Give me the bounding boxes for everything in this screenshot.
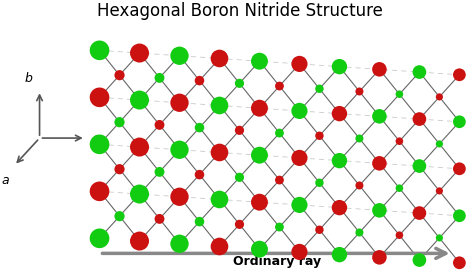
Point	[196, 173, 203, 177]
Text: c: c	[93, 132, 99, 145]
Point	[96, 189, 103, 194]
Point	[256, 153, 263, 157]
Point	[455, 213, 463, 218]
Point	[315, 180, 323, 185]
Point	[376, 161, 383, 165]
Point	[296, 109, 303, 113]
Point	[416, 164, 423, 168]
Point	[436, 236, 443, 240]
Point	[136, 98, 143, 102]
Point	[216, 244, 223, 249]
Point	[175, 54, 183, 58]
Point	[336, 64, 343, 69]
Point	[336, 111, 343, 116]
Point	[296, 250, 303, 254]
Point	[296, 156, 303, 160]
Point	[136, 145, 143, 149]
Point	[356, 230, 363, 235]
Point	[216, 56, 223, 61]
Point	[136, 51, 143, 55]
Point	[196, 125, 203, 130]
Point	[116, 167, 123, 171]
Point	[296, 62, 303, 66]
Point	[196, 219, 203, 224]
Point	[276, 131, 283, 135]
Point	[436, 189, 443, 193]
Point	[376, 255, 383, 260]
Point	[216, 150, 223, 155]
Point	[455, 261, 463, 265]
Point	[416, 117, 423, 121]
Point	[256, 106, 263, 110]
Point	[216, 103, 223, 108]
Point	[455, 167, 463, 171]
Point	[296, 203, 303, 207]
Point	[216, 197, 223, 202]
Point	[175, 100, 183, 105]
Point	[116, 214, 123, 218]
Point	[376, 67, 383, 72]
Point	[156, 76, 163, 80]
Point	[356, 89, 363, 94]
Point	[156, 170, 163, 174]
Point	[376, 114, 383, 118]
Point	[336, 158, 343, 163]
Point	[96, 95, 103, 100]
Point	[175, 195, 183, 199]
Point	[256, 200, 263, 204]
Point	[416, 258, 423, 262]
Point	[436, 95, 443, 99]
Point	[416, 70, 423, 74]
Point	[256, 59, 263, 63]
Text: Ordinary ray: Ordinary ray	[233, 256, 321, 268]
Point	[256, 247, 263, 251]
Point	[395, 92, 403, 96]
Point	[196, 78, 203, 83]
Point	[455, 120, 463, 124]
Text: b: b	[24, 72, 32, 85]
Point	[116, 120, 123, 124]
Point	[96, 48, 103, 52]
Point	[356, 183, 363, 188]
Point	[236, 222, 243, 227]
Point	[96, 236, 103, 241]
Point	[175, 148, 183, 152]
Point	[395, 139, 403, 143]
Point	[436, 142, 443, 146]
Point	[236, 128, 243, 132]
Point	[395, 186, 403, 190]
Point	[315, 87, 323, 91]
Point	[236, 175, 243, 180]
Point	[376, 208, 383, 212]
Point	[395, 233, 403, 238]
Point	[336, 253, 343, 257]
Point	[315, 133, 323, 138]
Point	[276, 178, 283, 182]
Point	[336, 206, 343, 210]
Point	[455, 73, 463, 77]
Point	[136, 192, 143, 196]
Point	[175, 242, 183, 246]
Point	[356, 136, 363, 141]
Point	[96, 142, 103, 147]
Point	[315, 228, 323, 232]
Point	[156, 123, 163, 127]
Point	[116, 73, 123, 77]
Text: a: a	[1, 174, 9, 187]
Point	[416, 211, 423, 215]
Title: Hexagonal Boron Nitride Structure: Hexagonal Boron Nitride Structure	[97, 2, 383, 20]
Point	[276, 84, 283, 88]
Point	[276, 225, 283, 229]
Point	[236, 81, 243, 85]
Point	[156, 217, 163, 221]
Point	[136, 239, 143, 243]
